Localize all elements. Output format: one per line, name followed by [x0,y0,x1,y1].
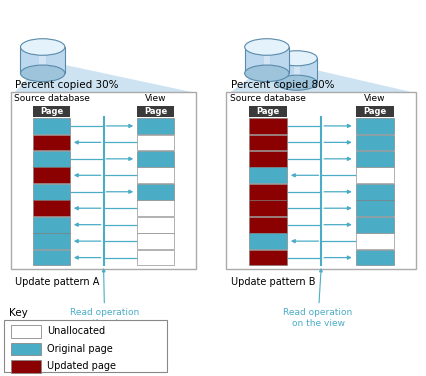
FancyBboxPatch shape [355,250,393,265]
FancyBboxPatch shape [33,118,70,134]
FancyBboxPatch shape [33,217,70,232]
FancyBboxPatch shape [355,200,393,216]
FancyBboxPatch shape [137,217,174,232]
Ellipse shape [286,83,311,87]
Text: Page: Page [144,107,167,116]
Text: Updated page: Updated page [47,361,116,371]
FancyBboxPatch shape [137,151,174,167]
FancyBboxPatch shape [248,151,286,167]
Polygon shape [293,58,299,83]
FancyBboxPatch shape [11,343,40,355]
Text: Percent copied 80%: Percent copied 80% [230,80,333,90]
Polygon shape [244,47,288,73]
Ellipse shape [32,74,58,78]
FancyBboxPatch shape [33,233,70,249]
Text: View: View [144,94,166,103]
Ellipse shape [20,65,65,82]
FancyBboxPatch shape [137,167,174,183]
Text: Update pattern A: Update pattern A [15,277,99,287]
Text: Page: Page [40,107,63,116]
FancyBboxPatch shape [33,184,70,200]
Text: Source database: Source database [14,94,89,103]
Text: Percent copied 30%: Percent copied 30% [15,80,118,90]
FancyBboxPatch shape [355,135,393,150]
Polygon shape [230,60,411,92]
FancyBboxPatch shape [11,360,40,373]
FancyBboxPatch shape [355,118,393,134]
FancyBboxPatch shape [11,92,196,269]
Ellipse shape [255,74,282,78]
FancyBboxPatch shape [33,167,70,183]
FancyBboxPatch shape [11,325,40,338]
FancyBboxPatch shape [355,233,393,249]
Text: View: View [363,94,384,103]
FancyBboxPatch shape [248,250,286,265]
FancyBboxPatch shape [355,106,393,117]
Polygon shape [276,58,317,83]
Text: Unallocated: Unallocated [47,326,105,337]
FancyBboxPatch shape [33,250,70,265]
FancyBboxPatch shape [4,320,166,372]
FancyBboxPatch shape [355,184,393,200]
FancyBboxPatch shape [33,135,70,150]
FancyBboxPatch shape [248,184,286,200]
Polygon shape [20,47,65,73]
Text: Page: Page [256,107,279,116]
Text: Read operation
on the view: Read operation on the view [283,269,352,328]
Ellipse shape [276,75,317,90]
FancyBboxPatch shape [137,250,174,265]
Text: Source database: Source database [230,94,305,103]
Text: Read operation
on the view: Read operation on the view [70,269,139,328]
FancyBboxPatch shape [137,233,174,249]
FancyBboxPatch shape [248,200,286,216]
FancyBboxPatch shape [137,200,174,216]
FancyBboxPatch shape [137,135,174,150]
Text: Key: Key [9,308,27,318]
FancyBboxPatch shape [137,184,174,200]
FancyBboxPatch shape [248,233,286,249]
Ellipse shape [244,39,288,55]
FancyBboxPatch shape [355,217,393,232]
FancyBboxPatch shape [248,118,286,134]
Ellipse shape [20,39,65,55]
Polygon shape [15,60,192,92]
FancyBboxPatch shape [33,200,70,216]
FancyBboxPatch shape [248,167,286,183]
Text: Original page: Original page [47,344,112,354]
Polygon shape [39,47,46,73]
Ellipse shape [276,51,317,66]
FancyBboxPatch shape [33,151,70,167]
FancyBboxPatch shape [226,92,415,269]
Text: Update pattern B: Update pattern B [230,277,314,287]
Polygon shape [263,47,270,73]
FancyBboxPatch shape [355,151,393,167]
Text: Page: Page [362,107,385,116]
FancyBboxPatch shape [137,118,174,134]
FancyBboxPatch shape [137,106,174,117]
FancyBboxPatch shape [355,167,393,183]
FancyBboxPatch shape [33,106,70,117]
FancyBboxPatch shape [248,106,286,117]
Ellipse shape [244,65,288,82]
FancyBboxPatch shape [248,217,286,232]
FancyBboxPatch shape [248,135,286,150]
